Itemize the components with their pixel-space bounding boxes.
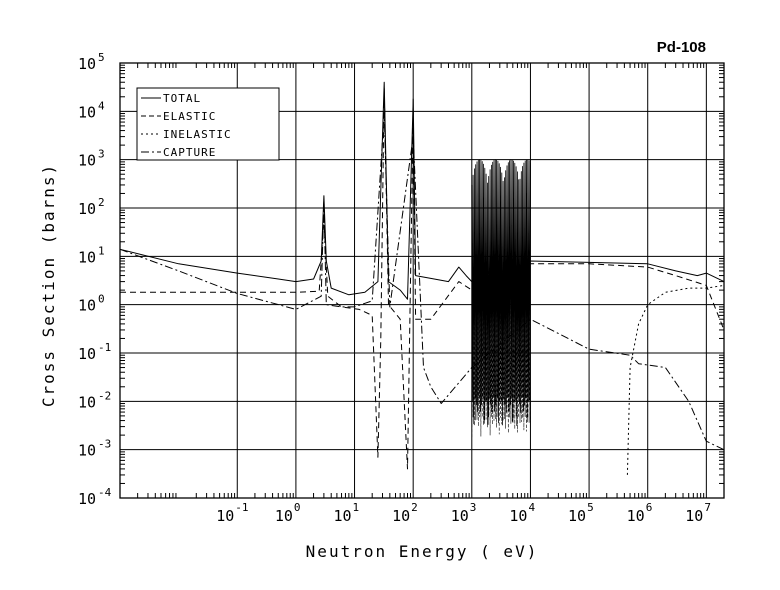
y-tick-label: 10: [78, 345, 96, 363]
y-tick-label: 10: [78, 248, 96, 266]
chart-title: Pd-108: [657, 39, 706, 56]
y-tick-label: 10: [78, 55, 96, 73]
x-tick-label: 10: [451, 507, 469, 525]
resonance-total-oscillation: [471, 159, 531, 426]
series-line-total: [119, 81, 725, 300]
y-tick-label: 10: [78, 442, 96, 460]
y-tick-label: 10: [78, 103, 96, 121]
x-tick-label: 10: [216, 507, 234, 525]
plot-frame: [119, 62, 725, 499]
legend-label-inelastic: INELASTIC: [163, 128, 232, 141]
x-tick-exponent: 4: [528, 501, 535, 514]
grid-lines: [120, 62, 724, 499]
legend-label-elastic: ELASTIC: [163, 110, 216, 123]
x-tick-exponent: -1: [235, 501, 248, 514]
y-tick-exponent: 1: [98, 244, 105, 257]
y-tick-exponent: 3: [98, 148, 105, 161]
y-tick-exponent: 4: [98, 99, 105, 112]
legend-box: [136, 87, 280, 161]
series-lines: [119, 81, 725, 475]
x-tick-label: 10: [392, 507, 410, 525]
x-tick-exponent: 2: [411, 501, 418, 514]
tick-marks: [120, 63, 724, 498]
x-axis-label: Neutron Energy ( eV): [306, 542, 539, 561]
series-line-inelastic: [626, 284, 725, 475]
x-tick-exponent: 5: [587, 501, 594, 514]
series-line-capture: [119, 113, 725, 451]
y-tick-label: 10: [78, 200, 96, 218]
y-tick-exponent: 0: [98, 293, 105, 306]
x-tick-exponent: 0: [294, 501, 301, 514]
x-tick-exponent: 1: [353, 501, 360, 514]
y-tick-exponent: 5: [98, 51, 105, 64]
x-tick-label: 10: [568, 507, 586, 525]
x-tick-label: 10: [333, 507, 351, 525]
x-tick-exponent: 3: [470, 501, 477, 514]
x-tick-label: 10: [685, 507, 703, 525]
y-tick-exponent: -4: [98, 486, 112, 499]
y-tick-label: 10: [78, 152, 96, 170]
x-tick-label: 10: [275, 507, 293, 525]
resonance-region: [471, 159, 531, 438]
y-tick-label: 10: [78, 393, 96, 411]
y-tick-exponent: -2: [98, 389, 111, 402]
x-tick-labels: 10 -1 10 0 10 1 10 2 10 3 10 4 10 5 10 6 10 7: [216, 501, 711, 525]
y-tick-label: 10: [78, 297, 96, 315]
x-tick-label: 10: [627, 507, 645, 525]
legend: TOTAL ELASTIC INELASTIC CAPTURE: [136, 87, 280, 161]
y-axis-label: Cross Section (barns): [39, 163, 58, 407]
resonance-elastic-oscillation: [471, 270, 531, 438]
x-tick-label: 10: [509, 507, 527, 525]
y-tick-exponent: -3: [98, 438, 111, 451]
y-tick-exponent: -1: [98, 341, 111, 354]
legend-label-total: TOTAL: [163, 92, 201, 105]
y-tick-exponent: 2: [98, 196, 105, 209]
x-tick-exponent: 6: [646, 501, 653, 514]
legend-label-capture: CAPTURE: [163, 146, 216, 159]
y-tick-label: 10: [78, 490, 96, 508]
x-tick-exponent: 7: [704, 501, 711, 514]
